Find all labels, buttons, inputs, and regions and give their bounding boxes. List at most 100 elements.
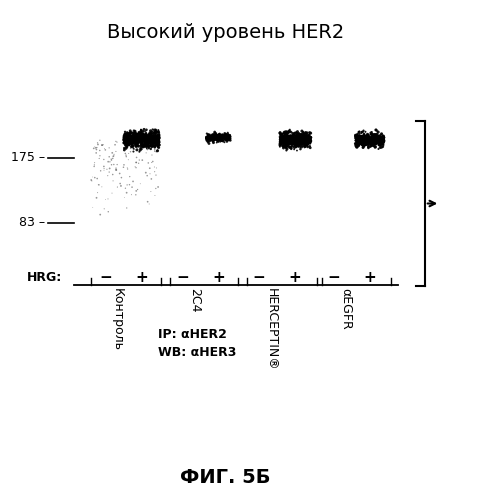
Point xyxy=(135,136,143,143)
Point xyxy=(362,136,370,143)
Point xyxy=(112,166,120,174)
Point xyxy=(295,133,302,141)
Point xyxy=(152,136,160,144)
Point xyxy=(362,138,370,145)
Point xyxy=(363,140,371,148)
Point xyxy=(140,143,147,151)
Point xyxy=(375,134,383,142)
Point xyxy=(297,138,304,145)
Point xyxy=(371,136,378,144)
Point xyxy=(223,136,230,144)
Point xyxy=(379,136,386,144)
Point xyxy=(210,134,217,142)
Point xyxy=(226,135,233,143)
Point xyxy=(150,134,157,141)
Point xyxy=(104,195,112,203)
Point xyxy=(279,139,287,147)
Point xyxy=(287,140,294,148)
Point xyxy=(284,132,292,140)
Text: −: − xyxy=(99,270,112,285)
Point xyxy=(142,131,150,139)
Point xyxy=(130,132,137,140)
Point xyxy=(153,140,161,147)
Point xyxy=(147,142,155,150)
Point xyxy=(138,140,145,148)
Point xyxy=(281,132,289,140)
Point xyxy=(301,140,309,148)
Point xyxy=(108,189,116,197)
Point xyxy=(372,134,380,141)
Point xyxy=(147,142,155,150)
Point xyxy=(138,133,145,141)
Point xyxy=(358,136,365,144)
Point xyxy=(224,128,232,136)
Point xyxy=(370,138,377,146)
Point xyxy=(303,131,311,139)
Point xyxy=(352,132,360,140)
Point xyxy=(295,134,302,142)
Point xyxy=(123,142,131,150)
Point xyxy=(295,142,302,150)
Point xyxy=(357,134,365,142)
Point xyxy=(127,130,134,138)
Point xyxy=(121,136,129,144)
Point xyxy=(368,136,375,144)
Point xyxy=(123,134,131,142)
Point xyxy=(295,132,303,140)
Point xyxy=(368,130,376,138)
Point xyxy=(212,130,220,138)
Point xyxy=(131,129,138,137)
Point xyxy=(211,136,218,143)
Point xyxy=(135,136,143,144)
Point xyxy=(367,134,375,142)
Point xyxy=(226,131,234,139)
Point xyxy=(370,135,377,143)
Point xyxy=(366,142,374,150)
Point xyxy=(360,136,368,143)
Point xyxy=(127,136,134,143)
Point xyxy=(219,137,227,145)
Point xyxy=(298,138,305,146)
Point xyxy=(358,128,365,136)
Point xyxy=(278,134,286,142)
Point xyxy=(142,133,149,141)
Point xyxy=(212,133,219,141)
Point xyxy=(298,134,305,142)
Point xyxy=(126,138,133,145)
Point xyxy=(377,135,384,143)
Point xyxy=(378,133,386,141)
Point xyxy=(360,136,368,144)
Point xyxy=(132,134,139,142)
Point xyxy=(356,133,364,141)
Point xyxy=(224,134,232,141)
Point xyxy=(144,140,151,147)
Point xyxy=(361,134,369,142)
Point xyxy=(209,138,217,145)
Point xyxy=(278,130,286,138)
Text: HERCEPTIN®: HERCEPTIN® xyxy=(264,288,277,370)
Point xyxy=(140,132,147,140)
Point xyxy=(128,183,136,191)
Point xyxy=(372,134,380,142)
Point xyxy=(138,136,146,144)
Point xyxy=(203,133,210,141)
Point xyxy=(298,142,305,150)
Point xyxy=(155,134,163,142)
Point xyxy=(226,136,233,143)
Point xyxy=(151,140,158,148)
Point xyxy=(122,151,130,159)
Point xyxy=(285,142,292,150)
Point xyxy=(300,130,308,138)
Point xyxy=(203,134,210,142)
Point xyxy=(125,138,133,146)
Point xyxy=(121,184,129,192)
Point xyxy=(291,134,299,142)
Point xyxy=(281,140,289,147)
Point xyxy=(299,131,307,139)
Point xyxy=(100,205,108,213)
Point xyxy=(292,135,300,143)
Text: Контроль: Контроль xyxy=(111,288,124,350)
Point xyxy=(125,132,133,140)
Point xyxy=(154,146,161,154)
Point xyxy=(290,132,298,140)
